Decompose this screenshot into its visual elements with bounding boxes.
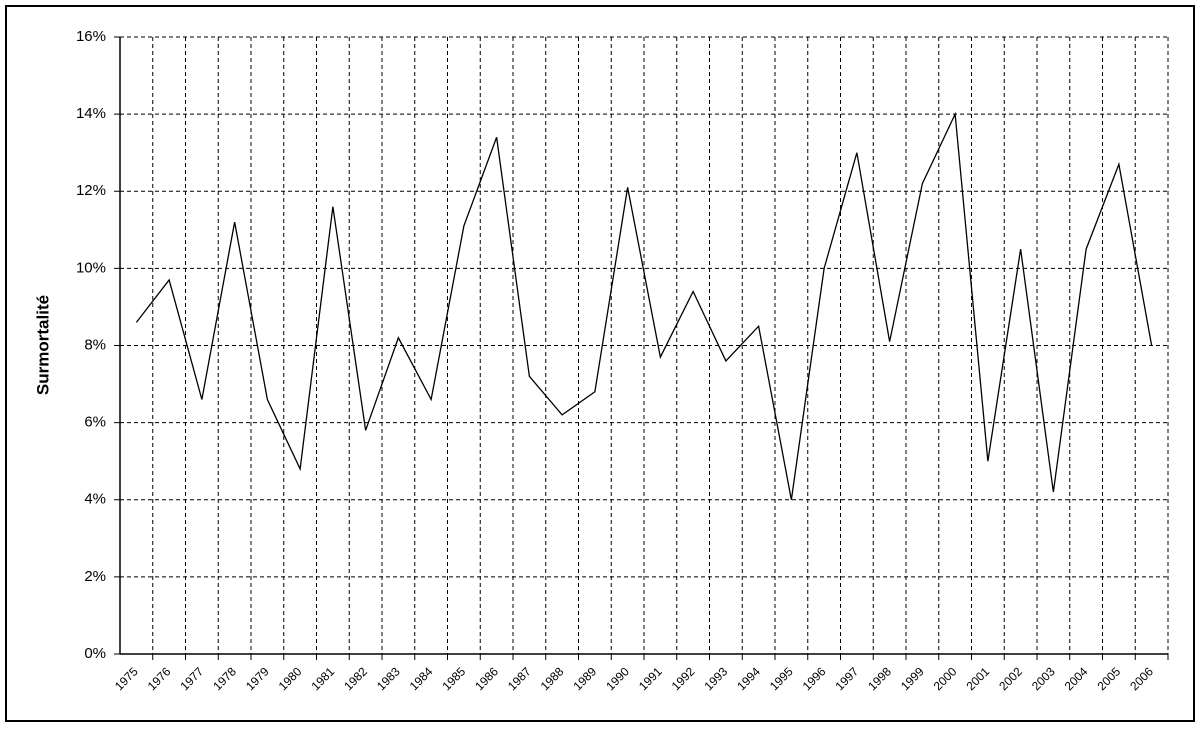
y-tick-label: 14% <box>76 105 106 122</box>
y-tick-label: 8% <box>84 336 106 353</box>
y-tick-label: 0% <box>84 645 106 662</box>
y-axis-label: Surmortalité <box>33 295 52 395</box>
y-tick-label: 10% <box>76 259 106 276</box>
y-tick-label: 4% <box>84 491 106 508</box>
y-tick-label: 6% <box>84 414 106 431</box>
y-tick-label: 2% <box>84 568 106 585</box>
y-tick-label: 16% <box>76 28 106 45</box>
data-line <box>135 111 1153 500</box>
y-tick-label: 12% <box>76 182 106 199</box>
